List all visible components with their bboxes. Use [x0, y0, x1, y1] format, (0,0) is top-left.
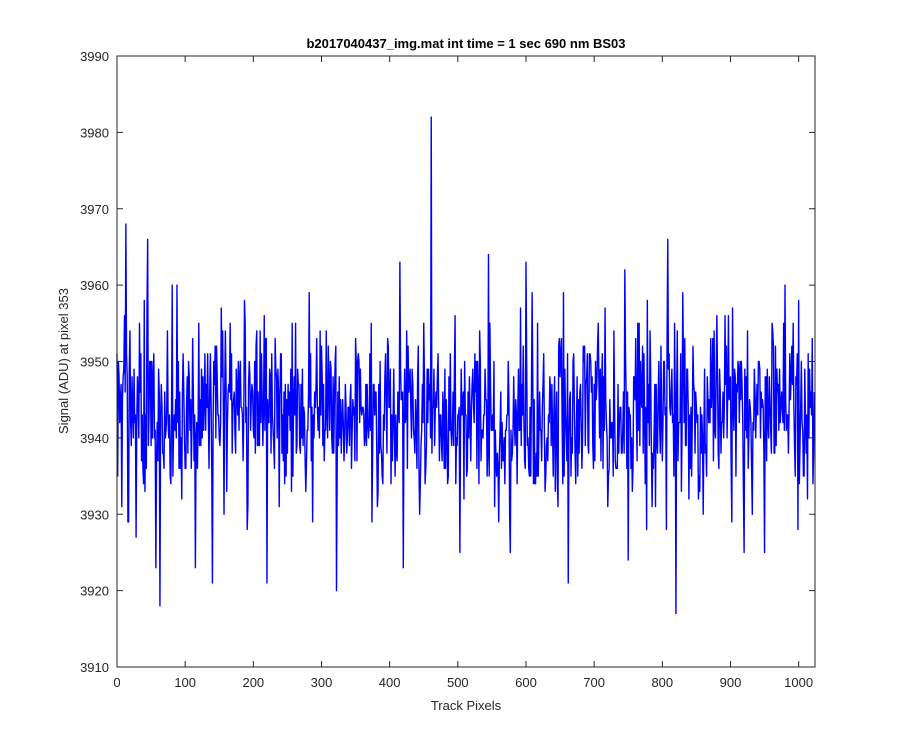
- x-tick-label: 600: [515, 675, 537, 690]
- x-tick-label: 1000: [784, 675, 813, 690]
- x-tick-label: 900: [720, 675, 742, 690]
- y-tick-label: 3980: [80, 125, 109, 140]
- x-axis-label: Track Pixels: [431, 698, 502, 713]
- series-layer: [116, 116, 816, 615]
- x-tick-label: 100: [174, 675, 196, 690]
- y-axis-label: Signal (ADU) at pixel 353: [56, 288, 71, 434]
- y-tick-label: 3940: [80, 431, 109, 446]
- y-tick-label: 3970: [80, 202, 109, 217]
- y-tick-label: 3990: [80, 49, 109, 64]
- y-tick-label: 3920: [80, 584, 109, 599]
- y-axis: 3910 3920 3930 3940 3950 3960 3970 3980 3990: [80, 49, 815, 675]
- x-tick-label: 300: [311, 675, 333, 690]
- x-tick-label: 400: [379, 675, 401, 690]
- y-tick-label: 3910: [80, 660, 109, 675]
- plot-area-background: [117, 56, 815, 667]
- x-tick-label: 700: [583, 675, 605, 690]
- series-line: [116, 116, 816, 615]
- y-tick-label: 3930: [80, 507, 109, 522]
- x-tick-label: 0: [113, 675, 120, 690]
- y-tick-label: 3960: [80, 278, 109, 293]
- x-tick-label: 500: [447, 675, 469, 690]
- y-tick-label: 3950: [80, 355, 109, 370]
- x-axis: 0 100 200 300 400 500 600 700 800 900 1000: [113, 56, 813, 690]
- x-tick-label: 800: [651, 675, 673, 690]
- chart-title: b2017040437_img.mat int time = 1 sec 690…: [306, 36, 625, 51]
- x-tick-label: 200: [242, 675, 264, 690]
